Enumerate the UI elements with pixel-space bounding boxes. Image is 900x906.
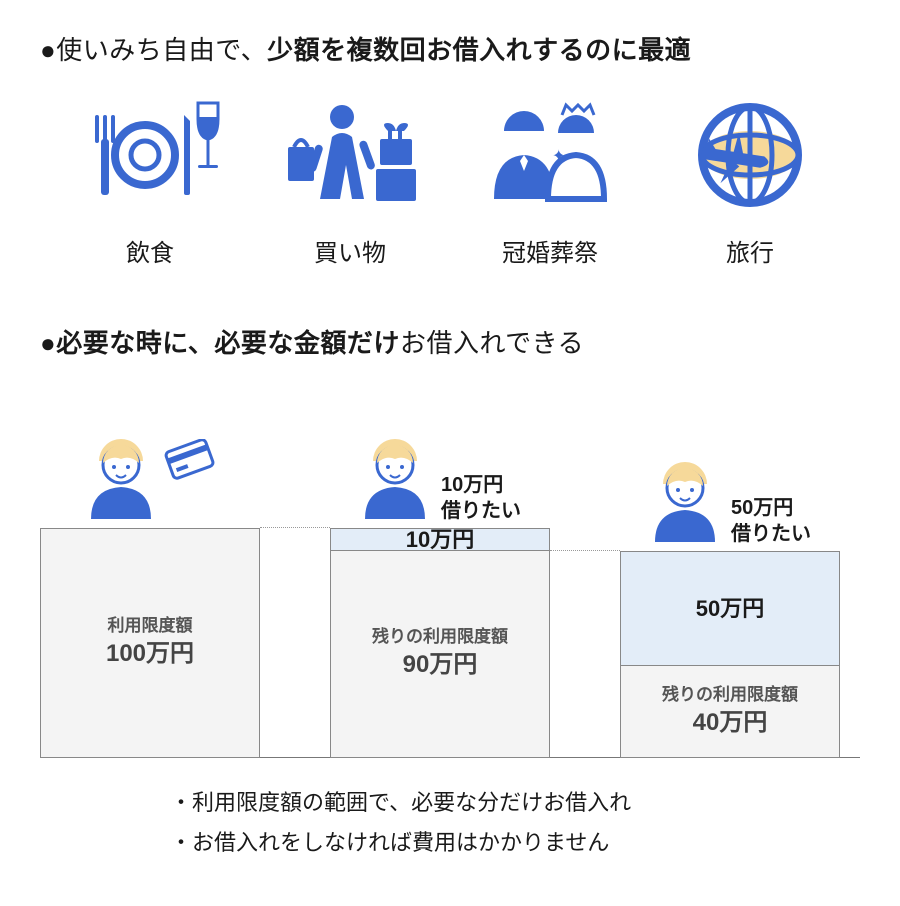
- chart-speech-2: 50万円借りたい: [731, 495, 811, 547]
- section1-heading-bold: 少額を複数回お借入れするのに最適: [267, 35, 691, 65]
- chart-barstack-1: 10万円残りの利用限度額90万円: [330, 528, 550, 758]
- chart-segment-2-0: 50万円: [620, 551, 840, 666]
- section2-heading-plain: お借入れできる: [400, 328, 584, 358]
- person-icon: [649, 462, 721, 547]
- chart-barstack-2: 50万円残りの利用限度額40万円: [620, 551, 840, 758]
- note-line-2: ・お借入れをしなければ費用はかかりません: [170, 823, 860, 863]
- chart-column-1: 10万円借りたい10万円残りの利用限度額90万円: [330, 439, 550, 758]
- usage-ceremony-label: 冠婚葬祭: [502, 233, 598, 268]
- usage-icon-row: 飲食: [50, 95, 850, 268]
- chart-person-row-2: 50万円借りたい: [649, 462, 811, 547]
- chart-segment-0-0: 利用限度額100万円: [40, 528, 260, 758]
- section1-heading-plain: ●使いみち自由で、: [40, 35, 267, 65]
- chart-segment-2-1: 残りの利用限度額40万円: [620, 666, 840, 758]
- chart-column-2: 50万円借りたい50万円残りの利用限度額40万円: [620, 462, 840, 758]
- chart-dotted-connector-0: [260, 527, 330, 528]
- usage-shopping: 買い物: [250, 95, 450, 268]
- chart-segment-1-0: 10万円: [330, 528, 550, 551]
- section2-heading-bold: ●必要な時に、必要な金額だけ: [40, 328, 400, 358]
- chart-speech-1: 10万円借りたい: [441, 472, 521, 524]
- chart-barstack-0: 利用限度額100万円: [40, 528, 260, 758]
- usage-travel: 旅行: [650, 95, 850, 268]
- ceremony-icon: ✦: [480, 95, 620, 215]
- dining-icon: [80, 95, 220, 215]
- section1-heading: ●使いみち自由で、少額を複数回お借入れするのに最適: [40, 30, 860, 67]
- svg-text:✦: ✦: [552, 148, 565, 165]
- section2-heading: ●必要な時に、必要な金額だけお借入れできる: [40, 323, 860, 360]
- chart-person-row-1: 10万円借りたい: [359, 439, 521, 524]
- travel-icon: [680, 95, 820, 215]
- usage-dining: 飲食: [50, 95, 250, 268]
- shopping-icon: [280, 95, 420, 215]
- usage-dining-label: 飲食: [126, 233, 174, 268]
- chart-person-row-0: [85, 439, 215, 524]
- chart-segment-1-1: 残りの利用限度額90万円: [330, 551, 550, 758]
- person-icon: [359, 439, 431, 524]
- person-with-card-icon: [85, 439, 215, 524]
- note-line-1: ・利用限度額の範囲で、必要な分だけお借入れ: [170, 783, 860, 823]
- usage-shopping-label: 買い物: [314, 233, 386, 268]
- usage-travel-label: 旅行: [726, 233, 774, 268]
- credit-limit-chart: 利用限度額100万円10万円借りたい10万円残りの利用限度額90万円50万円借り…: [40, 388, 860, 758]
- chart-column-0: 利用限度額100万円: [40, 439, 260, 758]
- usage-ceremony: ✦ 冠婚葬祭: [450, 95, 650, 268]
- notes-block: ・利用限度額の範囲で、必要な分だけお借入れ ・お借入れをしなければ費用はかかりま…: [170, 783, 860, 862]
- chart-dotted-connector-1: [550, 550, 620, 551]
